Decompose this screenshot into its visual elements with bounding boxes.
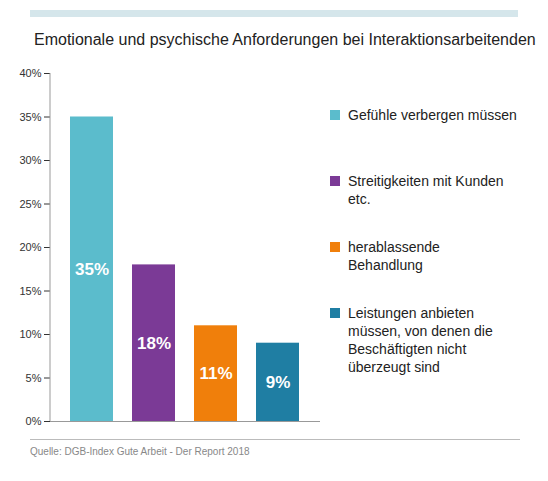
svg-text:15%: 15% [19,285,41,297]
html-text:Gefühle verbergen müssen: Gefühle verbergen müssen [348,107,517,123]
html-text:Leistungen anbieten müssen, vo: Leistungen anbieten müssen, von denen di… [348,305,493,375]
svg-text:35%: 35% [75,260,109,279]
svg-text:18%: 18% [137,334,171,353]
html-text:herablassende Behandlung: herablassende Behandlung [348,239,440,273]
html-text:Streitigkeiten mit Kunden etc.: Streitigkeiten mit Kunden etc. [348,173,504,207]
html-text:Quelle: DGB-Index Gute Arbeit: Quelle: DGB-Index Gute Arbeit - Der Repo… [30,446,250,457]
svg-text:9%: 9% [266,373,291,392]
svg-text:35%: 35% [19,111,41,123]
html-text:Emotionale und psychische Anfo: Emotionale und psychische Anforderungen … [34,31,536,48]
svg-text:25%: 25% [19,198,41,210]
svg-text:11%: 11% [199,364,232,383]
svg-text:20%: 20% [19,241,41,253]
svg-text:0%: 0% [26,415,42,427]
svg-text:5%: 5% [26,372,42,384]
svg-text:10%: 10% [19,328,41,340]
svg-text:40%: 40% [19,67,41,79]
svg-text:30%: 30% [19,154,41,166]
